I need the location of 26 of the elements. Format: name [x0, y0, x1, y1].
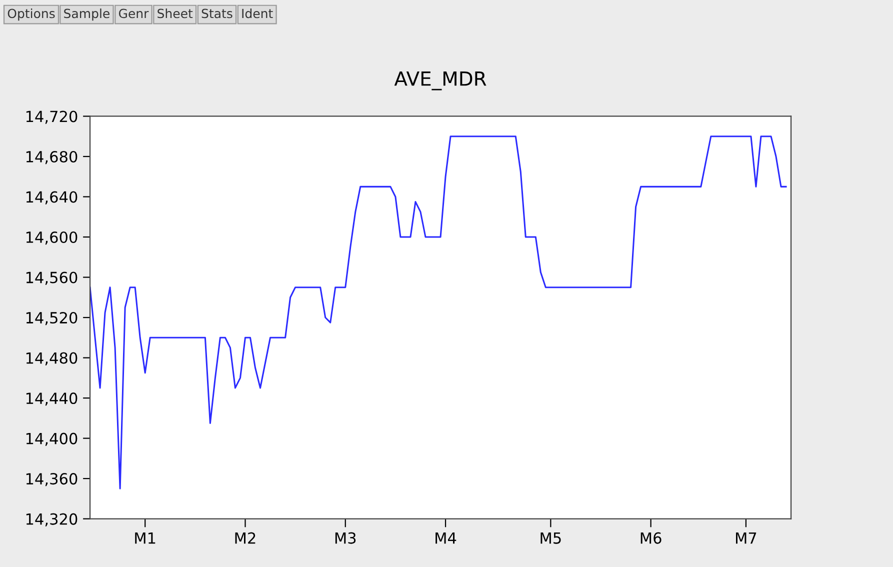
line-series: [90, 136, 787, 490]
y-tick-label: 14,480: [26, 352, 78, 366]
x-tick-label: M3: [335, 532, 356, 544]
y-tick-label: 14,360: [26, 473, 78, 486]
y-tick-label: 14,560: [26, 272, 78, 285]
y-tick-label: 14,400: [26, 432, 78, 446]
y-tick-label: 14,640: [26, 191, 78, 204]
x-tick-label: M7: [736, 532, 756, 544]
text: Sheet: [158, 8, 193, 18]
text: Genr: [118, 8, 149, 18]
y-tick-label: 14,680: [26, 150, 78, 164]
x-tick-label: M4: [436, 532, 456, 544]
text: Ident: [242, 8, 273, 18]
x-tick-label: M6: [640, 532, 662, 544]
y-tick-label: 14,600: [26, 231, 78, 245]
text: Sample: [64, 8, 110, 21]
y-tick-label: 14,440: [26, 392, 78, 406]
y-tick-label: 14,320: [26, 513, 78, 526]
text: Stats: [202, 8, 232, 18]
y-tick-label: 14,520: [26, 312, 78, 326]
chart-title: AVE_MDR: [394, 72, 486, 90]
x-tick-label: M1: [135, 532, 156, 544]
x-tick-label: M5: [540, 532, 561, 544]
x-tick-label: M2: [235, 532, 256, 544]
y-tick-label: 14,720: [26, 110, 78, 124]
text: Options: [8, 8, 55, 21]
